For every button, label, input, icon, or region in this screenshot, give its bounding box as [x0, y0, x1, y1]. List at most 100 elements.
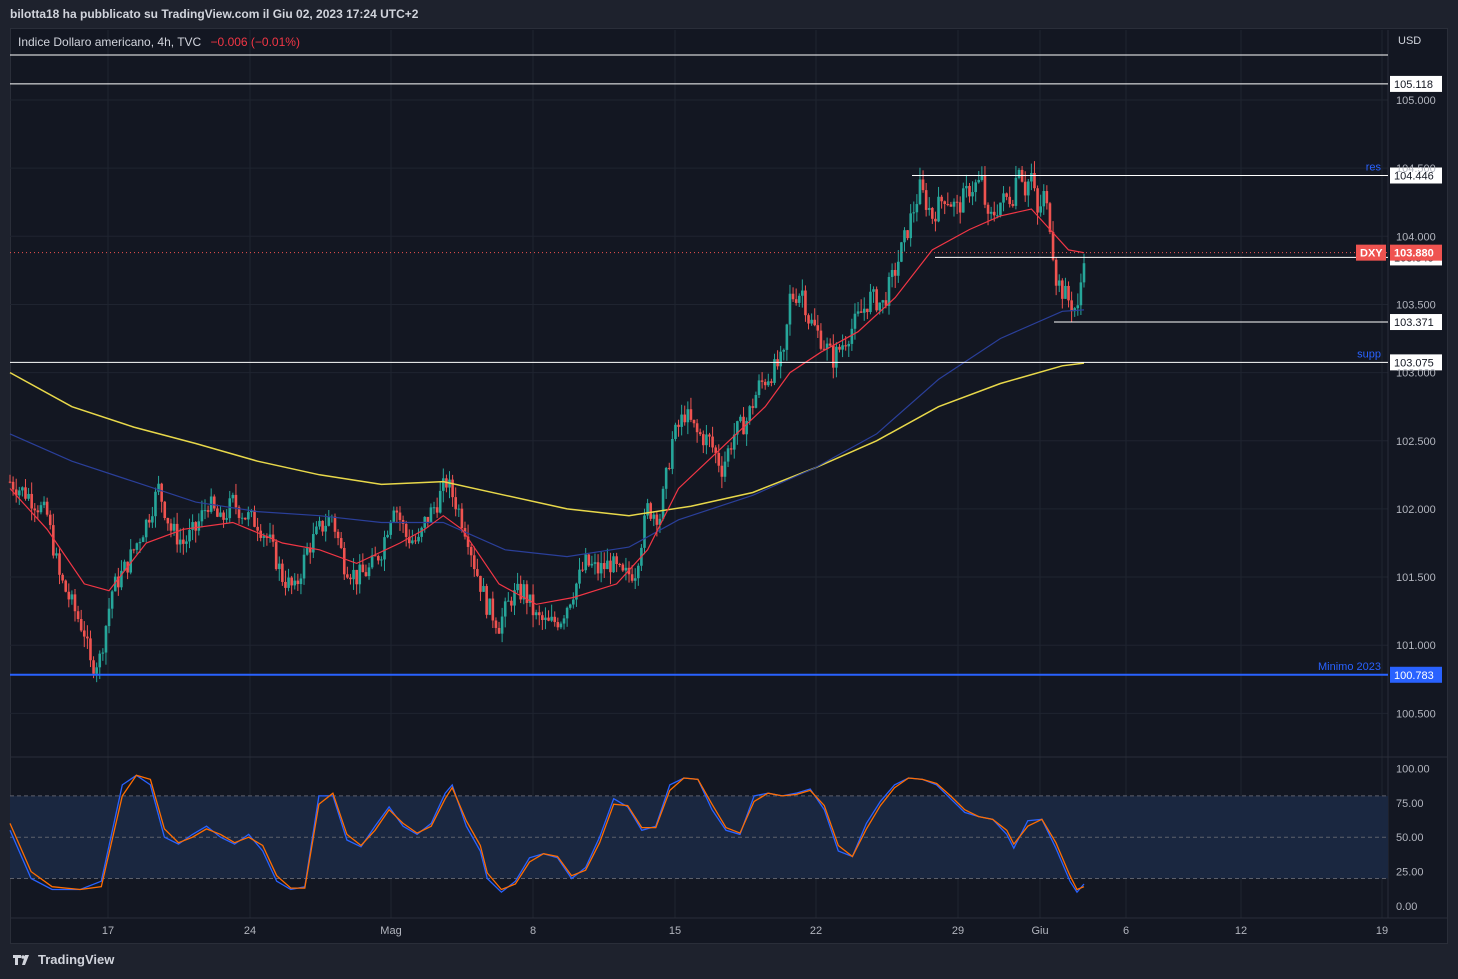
candle-body [1023, 181, 1027, 196]
candle-body [999, 202, 1002, 216]
candle-body [8, 481, 12, 483]
candle-body [513, 590, 516, 606]
moving-average-fast-line[interactable] [9, 208, 1085, 605]
candle-body [695, 423, 699, 433]
candle-body [14, 489, 18, 496]
candle-body [937, 196, 940, 222]
candle-body [986, 204, 990, 214]
candle-body [82, 630, 86, 637]
candle-body [333, 516, 337, 532]
candle-body [931, 207, 934, 219]
level-price-tag [1390, 354, 1442, 371]
publisher-text: bilotta18 ha pubblicato su TradingView.c… [10, 7, 419, 21]
candlesticks [8, 161, 1086, 683]
candle-body [859, 311, 863, 313]
candle-body [225, 518, 228, 520]
candle-body [27, 493, 30, 499]
candle-body [1054, 259, 1058, 286]
candle-body [442, 478, 445, 491]
candle-body [361, 564, 365, 573]
price-tick-label: 103.500 [1396, 299, 1436, 311]
candle-body [686, 409, 690, 423]
stochastic-d-line[interactable] [9, 774, 1085, 891]
candle-body [507, 600, 510, 602]
candle-body [206, 510, 210, 512]
price-tick-label: 101.500 [1396, 572, 1436, 584]
candle-body [677, 424, 680, 427]
candle-body [494, 620, 498, 628]
candle-body [469, 546, 473, 556]
candle-body [553, 616, 557, 623]
candle-body [835, 346, 838, 368]
candle-body [955, 201, 959, 203]
tradingview-logo-icon [13, 954, 29, 965]
candle-body [989, 211, 993, 214]
candle-body [661, 488, 665, 519]
footer-brand[interactable]: TradingView [12, 952, 114, 967]
time-tick-label: Giu [1031, 925, 1048, 937]
candle-body [358, 564, 362, 585]
price-axis: USD 100.500 101.000 101.500 102.000 102.500 10… [1356, 35, 1442, 720]
candle-body [862, 308, 866, 313]
candle-body [1070, 300, 1073, 312]
candle-body [825, 343, 829, 349]
candle-body [123, 561, 126, 571]
symbol-tag-label: DXY [1360, 248, 1383, 260]
candle-body [370, 555, 374, 568]
candle-body [751, 406, 755, 408]
candle-body [550, 616, 553, 621]
candle-body [841, 345, 844, 350]
candle-body [1051, 231, 1055, 260]
candle-body [745, 420, 748, 435]
candle-body [104, 626, 108, 653]
candle-body [79, 619, 83, 631]
moving-average-mid-line[interactable] [9, 309, 1085, 558]
candle-body [584, 554, 587, 571]
candle-body [305, 547, 309, 555]
candle-body [58, 553, 61, 575]
candle-body [609, 560, 612, 573]
level-price-tag [1390, 666, 1442, 683]
symbol-legend[interactable]: Indice Dollaro americano, 4h, TVC −0.006… [18, 35, 300, 49]
candle-body [70, 594, 74, 600]
candle-body [426, 516, 430, 523]
candle-body [736, 421, 739, 435]
candle-body [1002, 193, 1005, 203]
candle-body [844, 345, 847, 347]
candle-body [649, 503, 652, 519]
candle-body [216, 508, 219, 517]
candle-body [185, 541, 188, 544]
candle-body [191, 522, 194, 530]
candle-body [1026, 181, 1030, 196]
candle-body [346, 574, 349, 578]
candle-body [64, 580, 68, 592]
candle-body [581, 569, 584, 571]
candle-body [946, 204, 950, 206]
candle-body [971, 192, 974, 197]
stochastic-tick-label: 25.00 [1396, 867, 1424, 879]
candle-body [618, 564, 622, 566]
candle-body [451, 479, 454, 498]
candle-body [958, 202, 962, 213]
candle-body [773, 359, 776, 383]
candle-body [364, 572, 368, 577]
candle-body [1082, 263, 1086, 283]
candle-body [541, 615, 544, 621]
chart-grid [10, 30, 1447, 919]
candle-body [1067, 285, 1070, 301]
candle-body [30, 493, 33, 509]
candle-body [411, 540, 414, 544]
candle-body [76, 611, 80, 620]
time-tick-label: 8 [530, 925, 536, 937]
candle-body [414, 540, 417, 542]
candle-body [438, 490, 442, 513]
moving-average-slow-line[interactable] [9, 362, 1085, 517]
candle-body [519, 583, 522, 600]
candle-body [544, 617, 547, 621]
candle-body [547, 617, 550, 621]
candle-body [702, 434, 705, 446]
candle-body [927, 207, 931, 210]
candle-body [565, 607, 569, 619]
candle-body [658, 518, 662, 525]
